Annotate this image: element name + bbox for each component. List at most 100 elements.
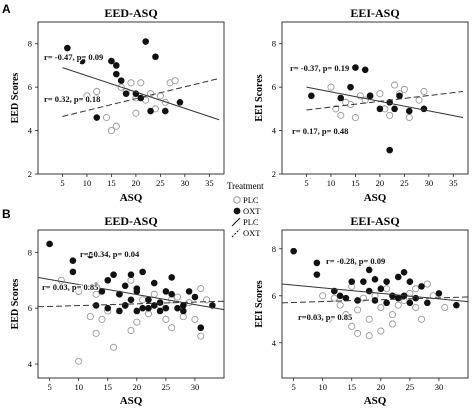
data-point-oxt [347, 83, 354, 91]
data-point-oxt [383, 299, 390, 307]
data-point-oxt [394, 294, 402, 302]
data-point-oxt [139, 304, 146, 312]
data-point-plc [107, 127, 115, 135]
data-point-plc [441, 303, 449, 312]
data-point-plc [412, 285, 420, 293]
data-point-oxt [161, 107, 169, 115]
x-tick-label: 15 [351, 178, 360, 188]
chart-title: EED-ASQ [104, 214, 157, 228]
data-point-plc [342, 98, 350, 106]
legend-marker-filled-circle [233, 207, 241, 215]
correlation-annotation: r= -0.37, p= 0.19 [290, 63, 349, 73]
data-point-oxt [376, 105, 384, 113]
data-point-oxt [69, 257, 77, 265]
correlation-annotation: r= -0.34, p= 0.04 [80, 249, 140, 259]
data-point-plc [150, 290, 158, 298]
x-tick-label: 20 [132, 178, 141, 188]
data-point-oxt [156, 307, 164, 315]
data-point-oxt [405, 107, 413, 115]
data-point-oxt [162, 304, 170, 312]
fit-line-oxt [281, 296, 469, 304]
plot-frame [37, 229, 225, 379]
y-axis-label: EEI Scores [254, 280, 265, 327]
data-point-oxt [180, 307, 187, 315]
y-tick-label: 2 [28, 169, 32, 179]
data-point-oxt [337, 94, 345, 102]
data-point-plc [394, 301, 402, 309]
data-point-plc [377, 303, 385, 312]
data-point-oxt [360, 278, 367, 285]
x-tick-label: 30 [191, 382, 200, 392]
data-point-plc [377, 327, 385, 335]
data-point-plc [92, 329, 100, 337]
x-axis-label: ASQ [364, 192, 387, 204]
data-point-plc [420, 87, 428, 96]
data-point-oxt [78, 57, 86, 65]
data-point-oxt [396, 92, 403, 100]
data-point-plc [365, 315, 373, 323]
data-point-oxt [113, 70, 120, 78]
data-point-oxt [313, 271, 321, 278]
chart-title: EEI-ASQ [350, 214, 399, 228]
data-point-oxt [108, 57, 115, 65]
y-tick-label: 8 [272, 39, 276, 49]
data-point-oxt [389, 292, 396, 300]
legend-entry-label: PLC [243, 195, 259, 205]
data-point-oxt [121, 282, 129, 290]
data-point-oxt [197, 324, 205, 332]
data-point-oxt [377, 285, 385, 293]
data-point-plc [127, 276, 135, 284]
x-tick-label: 20 [377, 382, 386, 392]
x-tick-label: 25 [156, 178, 165, 188]
data-point-oxt [365, 266, 373, 274]
correlation-annotation: r= -0.47, p= 0.09 [44, 52, 103, 62]
data-point-plc [83, 92, 91, 100]
data-point-plc [75, 287, 83, 295]
data-point-oxt [87, 251, 94, 259]
data-point-oxt [113, 62, 120, 69]
chart-4: EEI-ASQ 5 10 15 20 25 30 4 6 8 ASQ EEI Scores r= -0.… [254, 214, 469, 407]
data-point-oxt [352, 64, 359, 71]
data-point-plc [376, 90, 384, 98]
data-point-oxt [180, 302, 187, 309]
plot-frame [37, 21, 225, 175]
data-point-oxt [383, 278, 390, 285]
x-axis-label: ASQ [120, 192, 143, 204]
data-point-plc [179, 313, 187, 321]
data-point-oxt [406, 299, 414, 307]
correlation-annotation: r= 0.03, p= 0.85 [42, 282, 98, 292]
data-point-oxt [147, 107, 154, 115]
plot-frame [281, 229, 469, 379]
data-point-oxt [145, 296, 152, 304]
data-point-plc [386, 111, 394, 119]
data-point-oxt [46, 240, 53, 248]
x-tick-label: 20 [133, 382, 142, 392]
y-axis-label: EED Scores [10, 279, 21, 330]
data-point-plc [348, 322, 356, 330]
chart-title: EEI-ASQ [350, 6, 399, 20]
correlation-annotation: r= 0.17, p= 0.48 [292, 126, 348, 136]
data-point-plc [319, 292, 327, 300]
data-point-plc [75, 357, 83, 365]
y-tick-label: 6 [28, 82, 32, 92]
data-point-plc [330, 294, 338, 302]
y-axis-label: EEI Scores [254, 74, 265, 121]
legend-marker-solid-line [231, 217, 241, 227]
data-point-oxt [133, 307, 141, 315]
data-point-oxt [69, 268, 77, 276]
legend: Treatment PLC OXT PLC OXT [227, 181, 264, 238]
data-point-oxt [365, 287, 373, 295]
fit-line-oxt [37, 300, 225, 308]
x-tick-label: 15 [104, 382, 113, 392]
panel-label-a: A [2, 2, 11, 16]
panel-label-b: B [2, 207, 11, 221]
x-tick-label: 5 [60, 178, 64, 188]
data-point-oxt [453, 301, 460, 309]
fit-line-plc [62, 67, 220, 121]
data-point-plc [412, 303, 420, 312]
fit-line-plc [281, 283, 469, 303]
data-point-oxt [168, 290, 175, 298]
data-point-oxt [64, 44, 71, 52]
